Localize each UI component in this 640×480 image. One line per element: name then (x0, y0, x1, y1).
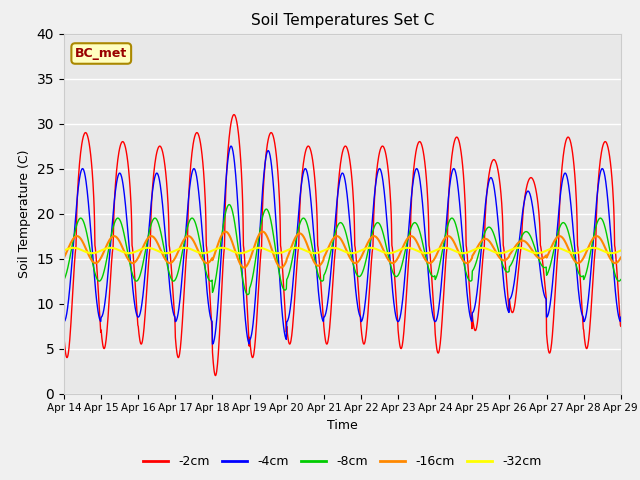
-16cm (617, 255, 625, 261)
-4cm (280, 321, 287, 326)
-32cm (617, 248, 625, 253)
-2cm (617, 324, 625, 329)
-8cm (225, 202, 233, 207)
Text: BC_met: BC_met (75, 47, 127, 60)
-16cm (293, 232, 301, 238)
Line: -16cm: -16cm (64, 232, 621, 267)
-4cm (429, 311, 436, 317)
-2cm (60, 335, 68, 340)
Line: -4cm: -4cm (64, 146, 621, 344)
-2cm (212, 372, 220, 378)
-4cm (617, 314, 625, 320)
-8cm (568, 245, 576, 251)
-8cm (280, 286, 287, 291)
Line: -8cm: -8cm (64, 204, 621, 295)
-4cm (60, 319, 68, 324)
Line: -2cm: -2cm (64, 115, 621, 375)
-16cm (222, 229, 230, 235)
-16cm (280, 264, 287, 269)
-16cm (520, 238, 528, 244)
-2cm (280, 277, 287, 283)
-32cm (88, 251, 96, 256)
-2cm (230, 112, 238, 118)
-32cm (69, 245, 77, 251)
-32cm (293, 245, 301, 251)
-2cm (568, 147, 576, 153)
Y-axis label: Soil Temperature (C): Soil Temperature (C) (18, 149, 31, 278)
-2cm (293, 264, 301, 270)
-32cm (280, 249, 287, 255)
-8cm (429, 274, 436, 279)
-16cm (241, 264, 248, 270)
-4cm (293, 232, 301, 238)
-2cm (520, 199, 528, 205)
-32cm (568, 250, 576, 256)
-2cm (429, 287, 436, 293)
-8cm (293, 233, 301, 239)
X-axis label: Time: Time (327, 419, 358, 432)
-16cm (568, 254, 576, 260)
-8cm (520, 230, 528, 236)
-4cm (520, 199, 528, 205)
Legend: -2cm, -4cm, -8cm, -16cm, -32cm: -2cm, -4cm, -8cm, -16cm, -32cm (138, 450, 547, 473)
Title: Soil Temperatures Set C: Soil Temperatures Set C (251, 13, 434, 28)
-2cm (183, 246, 191, 252)
-8cm (617, 276, 625, 282)
-32cm (520, 246, 528, 252)
-32cm (60, 248, 68, 253)
-4cm (227, 143, 235, 149)
-4cm (183, 213, 191, 219)
-16cm (60, 255, 68, 261)
Line: -32cm: -32cm (64, 248, 621, 253)
-8cm (244, 292, 252, 298)
-8cm (60, 276, 68, 282)
-32cm (184, 245, 191, 251)
-32cm (429, 249, 436, 254)
-16cm (429, 259, 436, 264)
-16cm (183, 234, 191, 240)
-4cm (209, 341, 216, 347)
-8cm (183, 226, 191, 232)
-4cm (568, 215, 576, 220)
